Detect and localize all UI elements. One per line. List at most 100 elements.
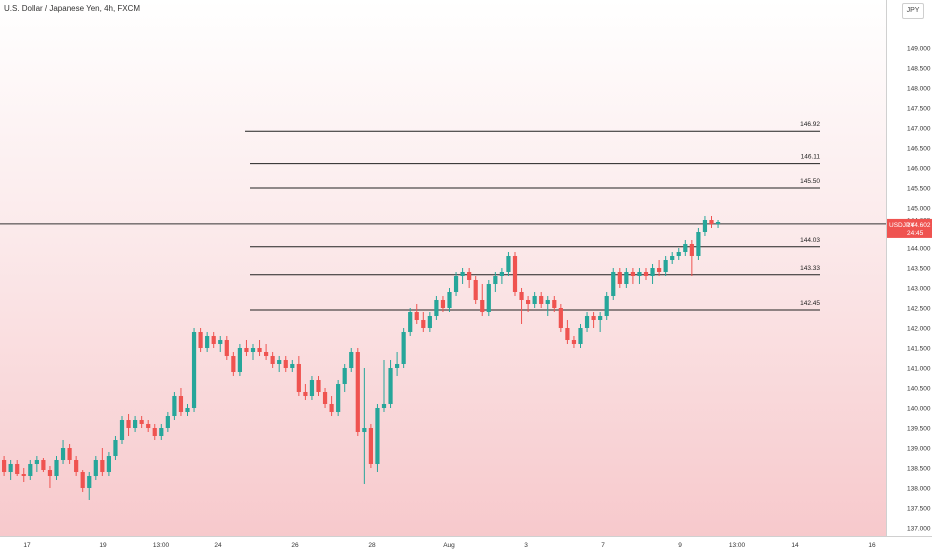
candle bbox=[643, 268, 649, 280]
candle-body bbox=[506, 256, 511, 272]
candle bbox=[604, 292, 609, 320]
candle-body bbox=[467, 272, 472, 280]
candle-body bbox=[146, 424, 151, 428]
level-label: 145.50 bbox=[800, 178, 820, 185]
candle bbox=[650, 264, 655, 284]
y-tick-label: 141.500 bbox=[907, 346, 931, 353]
candle bbox=[696, 228, 701, 260]
candle bbox=[480, 284, 485, 316]
x-tick-label: 28 bbox=[368, 542, 376, 549]
candle bbox=[60, 440, 66, 464]
candle-body bbox=[342, 368, 347, 384]
candle bbox=[532, 292, 537, 308]
candle bbox=[453, 272, 459, 296]
candle-body bbox=[237, 348, 242, 372]
candle bbox=[21, 468, 26, 482]
candle bbox=[277, 356, 282, 372]
candle-body bbox=[388, 368, 393, 404]
candle-body bbox=[21, 474, 26, 476]
candle-body bbox=[224, 340, 229, 356]
candle bbox=[440, 296, 446, 312]
candle bbox=[283, 356, 288, 372]
plot-area[interactable]: 146.92 146.11 145.50 144.03 143.33 142.45 bbox=[0, 0, 886, 536]
candle bbox=[74, 456, 79, 476]
candle bbox=[139, 416, 144, 428]
currency-label[interactable]: JPY bbox=[902, 3, 924, 19]
candle-body bbox=[74, 460, 79, 472]
candle bbox=[113, 436, 118, 460]
candle-body bbox=[663, 260, 668, 272]
candle-body bbox=[1, 460, 7, 472]
candle bbox=[329, 396, 334, 416]
candle-body bbox=[178, 396, 184, 412]
y-tick-label: 143.000 bbox=[907, 286, 931, 293]
candle-body bbox=[617, 272, 622, 284]
candle-body bbox=[277, 360, 282, 364]
candle-body bbox=[578, 328, 583, 344]
level-label: 142.45 bbox=[800, 300, 820, 307]
candle bbox=[657, 260, 662, 276]
candle bbox=[231, 352, 236, 376]
candle bbox=[178, 388, 184, 416]
candle bbox=[375, 404, 380, 472]
candle-body bbox=[303, 392, 308, 396]
candle bbox=[611, 268, 616, 300]
level-label: 144.03 bbox=[800, 237, 820, 244]
candle bbox=[539, 292, 544, 308]
candle bbox=[591, 312, 596, 328]
candle-body bbox=[100, 460, 105, 472]
candlestick-plot: 146.92 146.11 145.50 144.03 143.33 142.45 bbox=[0, 121, 886, 500]
candle-body bbox=[650, 268, 655, 276]
candle-body bbox=[545, 300, 550, 304]
candle bbox=[414, 304, 419, 324]
y-tick-label: 142.500 bbox=[907, 306, 931, 313]
y-tick-label: 147.500 bbox=[907, 106, 931, 113]
candle bbox=[34, 456, 39, 472]
candle-body bbox=[375, 408, 380, 464]
candle-body bbox=[54, 460, 59, 476]
candle-body bbox=[611, 272, 616, 296]
candle bbox=[250, 344, 256, 360]
y-tick-label: 138.000 bbox=[907, 486, 931, 493]
candle bbox=[67, 444, 72, 464]
candle bbox=[172, 392, 177, 420]
candle-body bbox=[15, 464, 20, 474]
candle bbox=[87, 472, 92, 500]
candle bbox=[146, 420, 151, 432]
candle bbox=[499, 268, 504, 284]
candle-body bbox=[532, 296, 537, 304]
candle bbox=[93, 456, 98, 480]
candle-body bbox=[591, 316, 596, 320]
candle bbox=[584, 312, 590, 332]
candle bbox=[368, 424, 373, 468]
price-axis[interactable]: 149.000 148.500 148.000 147.500 147.000 146.5… bbox=[886, 0, 932, 536]
candle bbox=[447, 288, 452, 312]
candle bbox=[185, 404, 190, 416]
candle-body bbox=[643, 272, 649, 276]
y-tick-label: 137.500 bbox=[907, 506, 931, 513]
candle bbox=[689, 240, 694, 276]
y-tick-label: 137.000 bbox=[907, 526, 931, 533]
candle bbox=[224, 336, 229, 360]
candle bbox=[355, 348, 360, 436]
candle bbox=[381, 360, 387, 412]
candle-body bbox=[715, 222, 721, 224]
candle-body bbox=[637, 272, 642, 276]
last-price-badge bbox=[887, 218, 932, 238]
y-tick-label: 148.000 bbox=[907, 86, 931, 93]
time-axis[interactable]: 17 19 13:00 24 26 28 Aug 3 7 9 13:00 14 16 bbox=[0, 536, 932, 551]
candle-body bbox=[414, 312, 419, 320]
candle-body bbox=[205, 336, 210, 348]
candle-body bbox=[702, 220, 708, 232]
candle bbox=[526, 296, 531, 312]
candle bbox=[427, 312, 432, 332]
candle-body bbox=[191, 332, 197, 408]
candle bbox=[683, 240, 688, 256]
candle bbox=[28, 460, 33, 480]
candle bbox=[493, 272, 498, 292]
candle-body bbox=[283, 360, 288, 368]
x-tick-label: 7 bbox=[601, 542, 605, 549]
candle-body bbox=[349, 352, 354, 368]
candle bbox=[434, 296, 439, 320]
candle-body bbox=[689, 244, 694, 256]
